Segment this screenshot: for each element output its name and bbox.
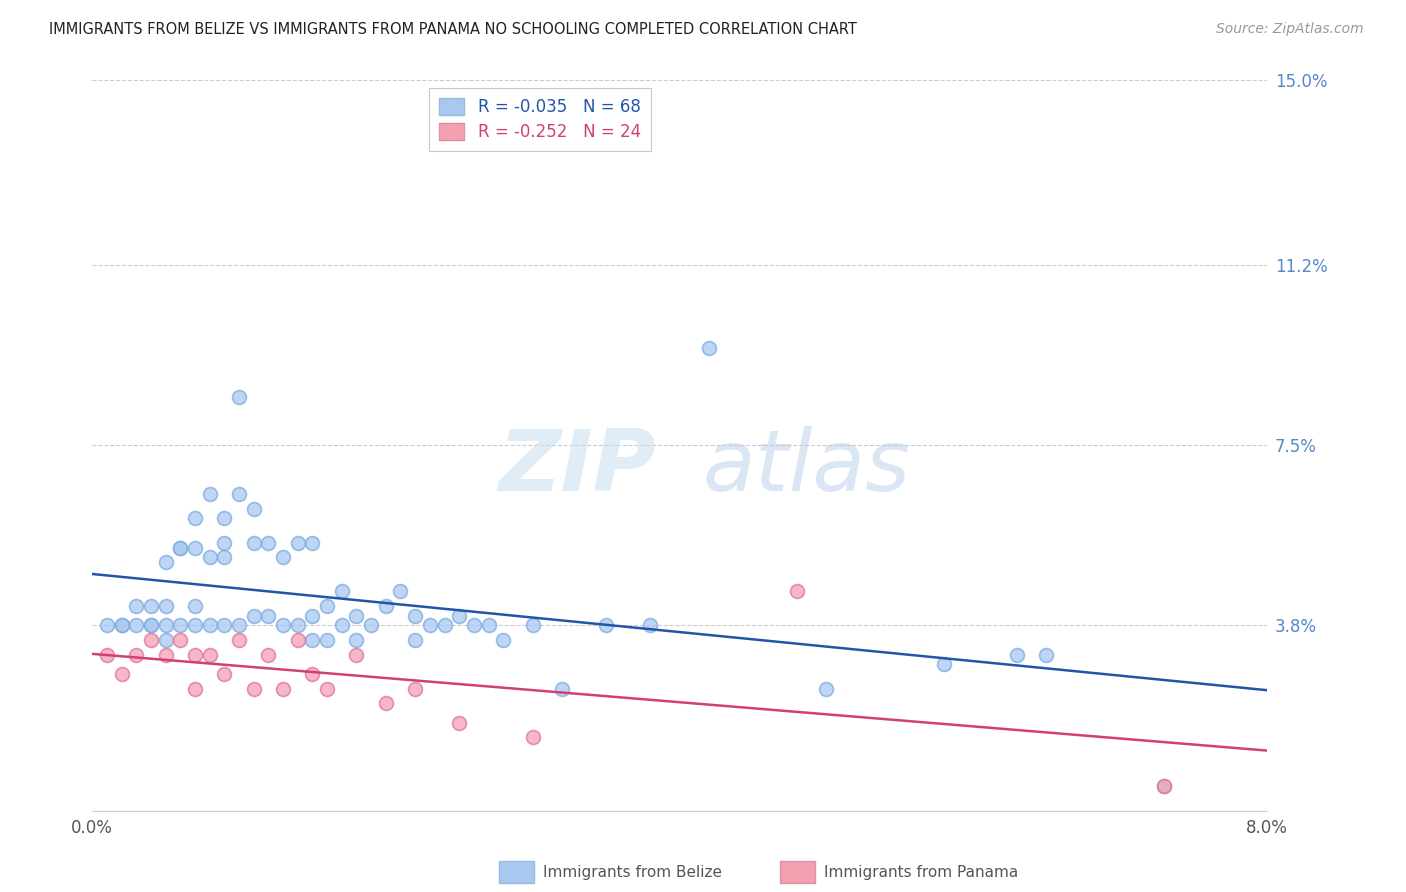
Point xyxy=(522,731,544,745)
Point xyxy=(110,618,132,632)
Point xyxy=(125,648,148,662)
Point xyxy=(1035,648,1057,662)
Point xyxy=(330,584,353,599)
Point xyxy=(214,550,236,565)
Point xyxy=(257,608,280,623)
Point xyxy=(184,511,207,525)
Text: Immigrants from Panama: Immigrants from Panama xyxy=(824,865,1018,880)
Point xyxy=(1153,779,1175,793)
Point xyxy=(271,550,294,565)
Point xyxy=(697,341,720,355)
Point xyxy=(214,618,236,632)
Point xyxy=(595,618,617,632)
Point xyxy=(125,618,148,632)
Point xyxy=(155,618,177,632)
Point xyxy=(198,550,221,565)
Point xyxy=(404,608,426,623)
Point xyxy=(271,681,294,696)
Point xyxy=(184,648,207,662)
Point xyxy=(638,618,661,632)
Point xyxy=(228,487,250,501)
Point xyxy=(184,618,207,632)
Point xyxy=(139,618,162,632)
Point xyxy=(169,541,191,555)
Point xyxy=(786,584,808,599)
Point xyxy=(301,667,323,681)
Point xyxy=(169,633,191,648)
Point xyxy=(287,633,309,648)
Point xyxy=(228,390,250,404)
Point xyxy=(155,648,177,662)
Point xyxy=(198,648,221,662)
Point xyxy=(110,618,132,632)
Point xyxy=(242,501,264,516)
Point xyxy=(96,618,118,632)
Point xyxy=(419,618,441,632)
Point xyxy=(155,599,177,613)
Point xyxy=(96,648,118,662)
Point xyxy=(198,487,221,501)
Point xyxy=(1153,779,1175,793)
Point xyxy=(346,648,368,662)
Point xyxy=(257,535,280,549)
Point xyxy=(522,618,544,632)
Point xyxy=(228,618,250,632)
Point xyxy=(155,633,177,648)
Point xyxy=(404,681,426,696)
Point xyxy=(492,633,515,648)
Point xyxy=(346,633,368,648)
Text: atlas: atlas xyxy=(703,425,911,508)
Point xyxy=(374,697,396,711)
Point xyxy=(287,618,309,632)
Point xyxy=(449,608,471,623)
Point xyxy=(214,511,236,525)
Text: IMMIGRANTS FROM BELIZE VS IMMIGRANTS FROM PANAMA NO SCHOOLING COMPLETED CORRELAT: IMMIGRANTS FROM BELIZE VS IMMIGRANTS FRO… xyxy=(49,22,858,37)
Point xyxy=(301,633,323,648)
Point xyxy=(139,599,162,613)
Text: Immigrants from Belize: Immigrants from Belize xyxy=(543,865,721,880)
Point xyxy=(551,681,574,696)
Point xyxy=(360,618,382,632)
Point xyxy=(374,599,396,613)
Point xyxy=(330,618,353,632)
Text: ZIP: ZIP xyxy=(498,425,657,508)
Point xyxy=(110,667,132,681)
Point xyxy=(184,599,207,613)
Point xyxy=(155,555,177,569)
Point xyxy=(301,535,323,549)
Point xyxy=(815,681,838,696)
Point xyxy=(214,667,236,681)
Text: Source: ZipAtlas.com: Source: ZipAtlas.com xyxy=(1216,22,1364,37)
Point xyxy=(404,633,426,648)
Point xyxy=(228,633,250,648)
Legend: R = -0.035   N = 68, R = -0.252   N = 24: R = -0.035 N = 68, R = -0.252 N = 24 xyxy=(429,88,651,152)
Point xyxy=(198,618,221,632)
Point xyxy=(316,633,339,648)
Point xyxy=(139,618,162,632)
Point xyxy=(271,618,294,632)
Point xyxy=(242,608,264,623)
Point xyxy=(169,618,191,632)
Point xyxy=(932,657,955,672)
Point xyxy=(463,618,485,632)
Point xyxy=(184,541,207,555)
Point xyxy=(316,681,339,696)
Point xyxy=(242,535,264,549)
Point xyxy=(184,681,207,696)
Point xyxy=(242,681,264,696)
Point xyxy=(449,715,471,730)
Point xyxy=(433,618,456,632)
Point xyxy=(346,608,368,623)
Point xyxy=(477,618,499,632)
Point xyxy=(316,599,339,613)
Point xyxy=(125,599,148,613)
Point xyxy=(301,608,323,623)
Point xyxy=(169,541,191,555)
Point xyxy=(257,648,280,662)
Point xyxy=(1005,648,1028,662)
Point xyxy=(287,535,309,549)
Point xyxy=(214,535,236,549)
Point xyxy=(139,633,162,648)
Point xyxy=(389,584,412,599)
